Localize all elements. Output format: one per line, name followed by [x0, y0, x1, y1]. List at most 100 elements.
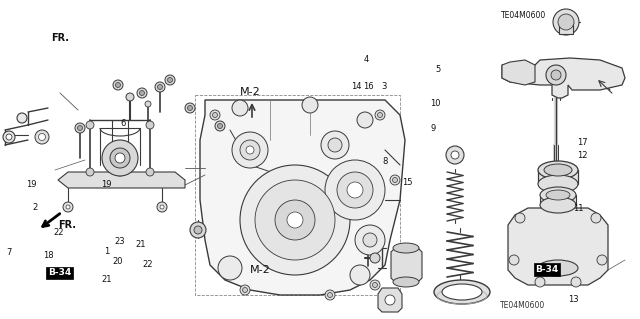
Bar	[538, 170, 578, 184]
Text: 2: 2	[32, 203, 37, 212]
Ellipse shape	[538, 161, 578, 179]
Circle shape	[370, 280, 380, 290]
Circle shape	[255, 180, 335, 260]
Ellipse shape	[538, 260, 578, 276]
Circle shape	[385, 295, 395, 305]
Text: M-2: M-2	[239, 87, 260, 97]
Circle shape	[232, 132, 268, 168]
Text: B-34: B-34	[536, 265, 559, 274]
Bar	[195, 95, 400, 295]
Text: B-34: B-34	[48, 268, 71, 277]
Ellipse shape	[540, 197, 576, 213]
Circle shape	[287, 212, 303, 228]
Circle shape	[126, 93, 134, 101]
Text: 21: 21	[101, 275, 111, 284]
Circle shape	[185, 103, 195, 113]
Circle shape	[140, 91, 145, 95]
Circle shape	[357, 112, 373, 128]
Circle shape	[446, 146, 464, 164]
Polygon shape	[391, 248, 422, 282]
Circle shape	[160, 205, 164, 209]
Ellipse shape	[544, 164, 572, 176]
Circle shape	[157, 202, 167, 212]
Text: 8: 8	[383, 157, 388, 166]
Circle shape	[146, 121, 154, 129]
Text: 6: 6	[120, 119, 125, 128]
Circle shape	[243, 287, 248, 293]
Text: 4: 4	[364, 55, 369, 63]
Circle shape	[558, 14, 574, 30]
Circle shape	[115, 153, 125, 163]
Text: 7: 7	[6, 248, 12, 256]
Circle shape	[509, 255, 519, 265]
Circle shape	[337, 172, 373, 208]
Circle shape	[218, 123, 223, 129]
Circle shape	[515, 213, 525, 223]
Text: 12: 12	[577, 151, 588, 160]
Text: 11: 11	[573, 204, 584, 213]
Circle shape	[347, 182, 363, 198]
Circle shape	[392, 177, 397, 182]
Circle shape	[325, 160, 385, 220]
Circle shape	[246, 146, 254, 154]
Circle shape	[86, 168, 94, 176]
Text: 1: 1	[104, 247, 109, 256]
Circle shape	[212, 113, 218, 117]
Circle shape	[6, 134, 12, 140]
Ellipse shape	[546, 190, 570, 200]
Circle shape	[551, 70, 561, 80]
Text: 22: 22	[53, 228, 63, 237]
Circle shape	[3, 131, 15, 143]
Circle shape	[546, 65, 566, 85]
Circle shape	[63, 202, 73, 212]
Text: 10: 10	[430, 99, 440, 108]
Text: 19: 19	[101, 180, 111, 189]
Text: 14: 14	[351, 82, 361, 91]
Circle shape	[165, 75, 175, 85]
Circle shape	[17, 113, 27, 123]
Circle shape	[75, 123, 85, 133]
Ellipse shape	[434, 280, 490, 304]
Polygon shape	[508, 208, 608, 285]
Bar	[559, 22, 573, 34]
Circle shape	[328, 293, 333, 298]
Circle shape	[535, 277, 545, 287]
Circle shape	[113, 80, 123, 90]
Ellipse shape	[393, 277, 419, 287]
Circle shape	[218, 256, 242, 280]
Circle shape	[350, 265, 370, 285]
Text: M-2: M-2	[250, 264, 270, 275]
Text: 21: 21	[136, 241, 146, 249]
Text: 17: 17	[577, 138, 588, 147]
Text: 9: 9	[430, 124, 435, 133]
Circle shape	[35, 130, 49, 144]
Circle shape	[155, 82, 165, 92]
Text: 18: 18	[44, 251, 54, 260]
Circle shape	[232, 100, 248, 116]
Circle shape	[66, 205, 70, 209]
Circle shape	[325, 290, 335, 300]
Text: 13: 13	[568, 295, 579, 304]
Circle shape	[116, 168, 124, 176]
Circle shape	[275, 200, 315, 240]
Circle shape	[110, 148, 130, 168]
Text: TE04M0600: TE04M0600	[500, 11, 546, 20]
Circle shape	[328, 138, 342, 152]
Text: FR.: FR.	[58, 220, 76, 230]
Circle shape	[102, 140, 138, 176]
Circle shape	[375, 110, 385, 120]
Circle shape	[86, 121, 94, 129]
Circle shape	[188, 106, 193, 110]
Polygon shape	[58, 172, 185, 188]
Ellipse shape	[393, 243, 419, 253]
Text: 3: 3	[381, 82, 386, 91]
Circle shape	[77, 125, 83, 130]
Polygon shape	[378, 288, 402, 312]
Circle shape	[355, 225, 385, 255]
Polygon shape	[502, 58, 625, 98]
Ellipse shape	[540, 187, 576, 203]
Circle shape	[451, 151, 459, 159]
Circle shape	[240, 165, 350, 275]
Circle shape	[370, 253, 380, 263]
Circle shape	[190, 222, 206, 238]
